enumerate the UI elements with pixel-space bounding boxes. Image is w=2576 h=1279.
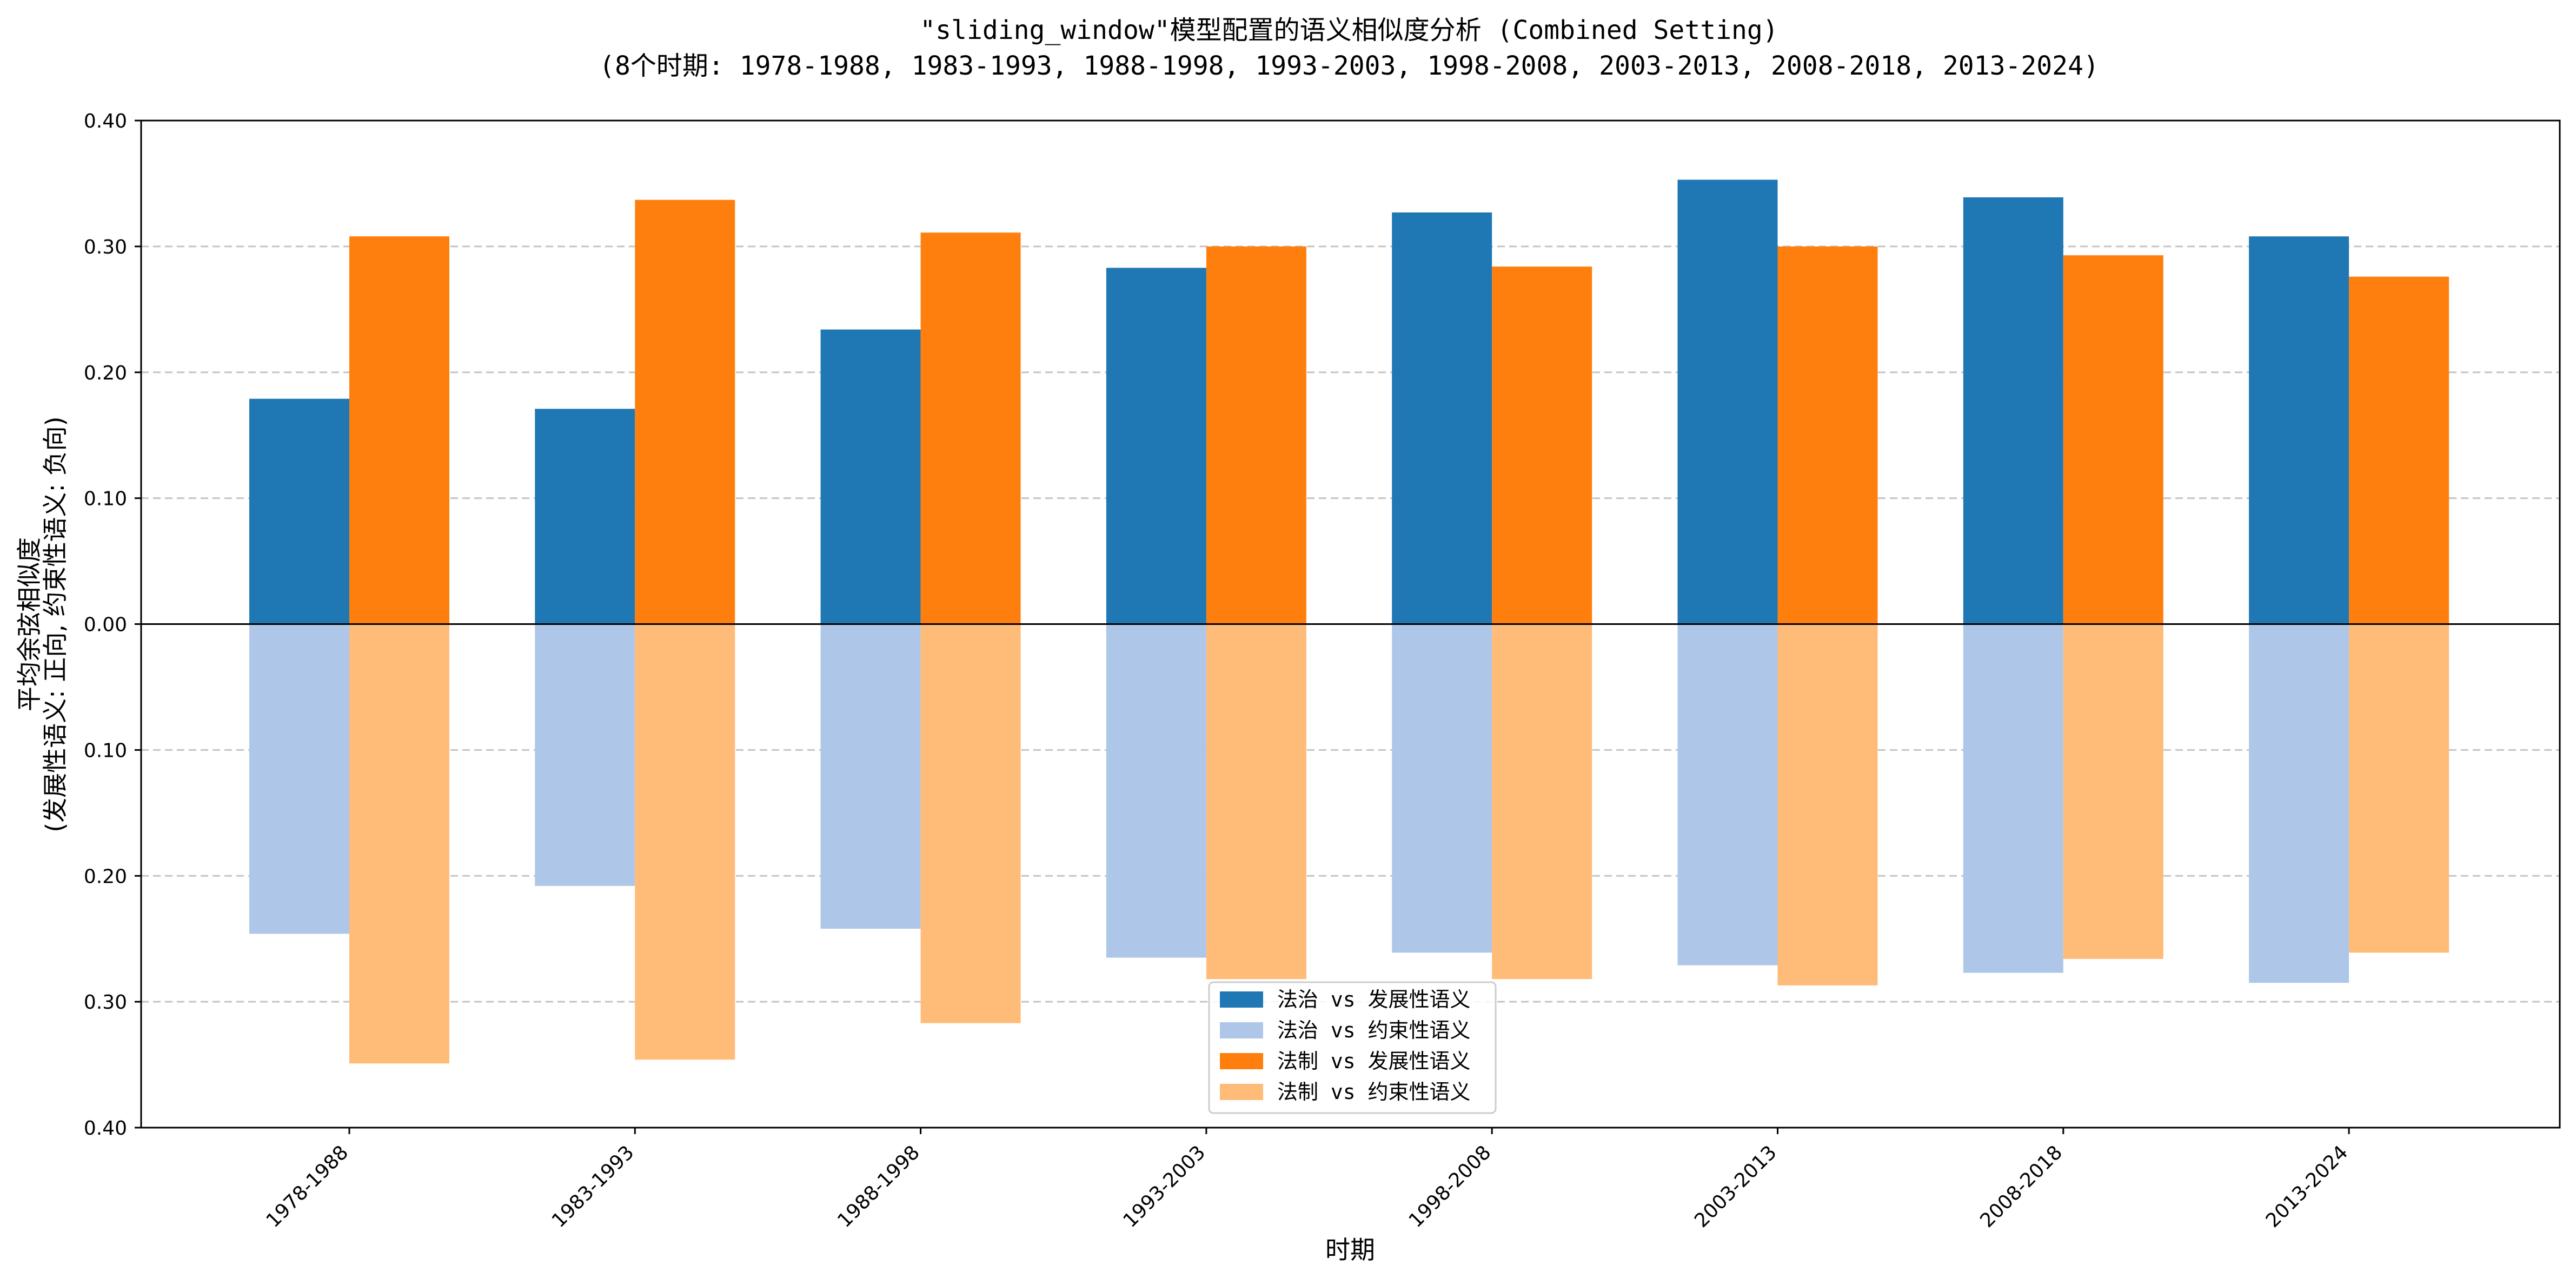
bar: [349, 624, 449, 1064]
bar: [535, 624, 635, 886]
bars: [249, 179, 2449, 1064]
legend-entry: 法制 vs 发展性语义: [1277, 1049, 1471, 1073]
bar: [349, 236, 449, 624]
y-axis-label-line2: (发展性语义: 正向, 约束性语义: 负向): [41, 416, 70, 832]
bar: [2063, 255, 2163, 624]
bar: [249, 398, 349, 624]
bar: [249, 624, 349, 934]
bar: [1106, 624, 1206, 958]
x-axis-ticks: 1978-1988 1983-1993 1988-1998 1993-2003 1998…: [262, 1128, 2353, 1232]
y-tick-label: 0.30: [84, 236, 127, 258]
bar: [2349, 276, 2449, 624]
y-tick-label: 0.10: [84, 740, 127, 762]
bar: [1492, 267, 1592, 624]
bar: [1963, 197, 2063, 624]
bar: [1392, 212, 1492, 624]
x-tick-label: 2013-2024: [2262, 1141, 2353, 1232]
y-axis-ticks: 0.40 0.30 0.20 0.10 0.00 0.10 0.20 0.30 0.40: [84, 110, 141, 1140]
y-tick-label: 0.40: [84, 1117, 127, 1140]
bar: [920, 232, 1021, 624]
legend-swatch: [1220, 991, 1263, 1008]
bar: [2063, 624, 2163, 959]
bar: [1677, 624, 1778, 965]
y-axis-label: 平均余弦相似度 (发展性语义: 正向, 约束性语义: 负向): [15, 416, 70, 832]
bar: [2349, 624, 2449, 953]
plot-frame: [140, 119, 2561, 1129]
legend-entry: 法治 vs 发展性语义: [1277, 988, 1471, 1011]
bar: [920, 624, 1021, 1023]
bar: [1206, 246, 1306, 624]
y-tick-label: 0.20: [84, 865, 127, 888]
y-tick-label: 0.00: [84, 614, 127, 636]
bar: [2249, 624, 2349, 983]
legend-swatch: [1220, 1084, 1263, 1100]
x-tick-label: 1998-2008: [1405, 1141, 1496, 1232]
bar: [1492, 624, 1592, 980]
bar: [820, 624, 921, 929]
bar: [635, 199, 735, 624]
bar: [1963, 624, 2063, 973]
x-tick-label: 1983-1993: [548, 1141, 639, 1232]
chart-title: "sliding_window"模型配置的语义相似度分析 (Combined S…: [920, 15, 1778, 45]
bar: [820, 329, 921, 624]
bar: [1777, 624, 1878, 985]
bar: [1106, 268, 1206, 624]
legend-swatch: [1220, 1053, 1263, 1069]
legend-swatch: [1220, 1022, 1263, 1038]
bar: [535, 409, 635, 624]
y-tick-label: 0.40: [84, 110, 127, 132]
x-axis-label: 时期: [1325, 1235, 1375, 1264]
y-tick-label: 0.10: [84, 488, 127, 510]
y-axis-label-line1: 平均余弦相似度: [15, 537, 44, 711]
chart-subtitle: (8个时期: 1978-1988, 1983-1993, 1988-1998, …: [599, 51, 2099, 81]
bar: [635, 624, 735, 1060]
bar: [1206, 624, 1306, 980]
y-tick-label: 0.30: [84, 991, 127, 1014]
x-tick-label: 2003-2013: [1690, 1141, 1781, 1232]
legend-box: [1208, 981, 1497, 1114]
x-tick-label: 1988-1998: [833, 1141, 924, 1232]
y-tick-label: 0.20: [84, 362, 127, 384]
x-tick-label: 2008-2018: [1976, 1141, 2067, 1232]
bar: [1777, 246, 1878, 624]
bar: [1392, 624, 1492, 953]
x-tick-label: 1993-2003: [1119, 1141, 1210, 1232]
legend-entry: 法制 vs 约束性语义: [1277, 1080, 1471, 1104]
bar: [1677, 179, 1778, 624]
bar: [2249, 236, 2349, 624]
x-tick-label: 1978-1988: [262, 1141, 353, 1232]
legend-entry: 法治 vs 约束性语义: [1277, 1018, 1471, 1042]
